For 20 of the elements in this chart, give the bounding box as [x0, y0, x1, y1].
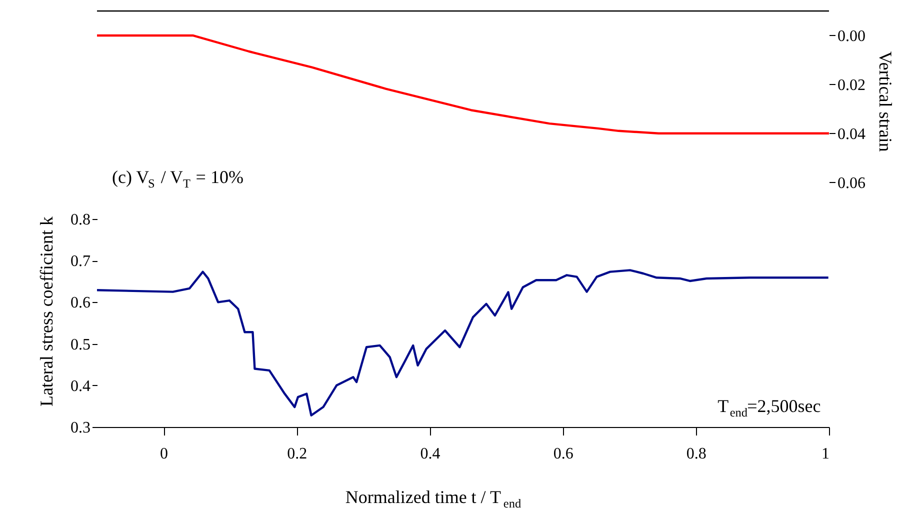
line-series: [96, 34, 830, 134]
line-series: [96, 269, 830, 416]
x-tick-label: 0.6: [553, 446, 574, 462]
y-tick-label: 0.6: [70, 294, 90, 312]
y-tick-label: 0.5: [70, 336, 90, 354]
y-axis-title: Lateral stress coefficient k: [36, 216, 56, 407]
y-tick-label: 0.7: [70, 253, 90, 270]
x-tick-label: 0: [160, 446, 168, 462]
x-tick-label: 0.8: [686, 446, 706, 462]
y-tick-label: 0.4: [70, 378, 90, 395]
y-tick-label: 0.8: [70, 212, 90, 228]
y2-tick-label: 0.06: [838, 174, 866, 192]
x-tick-label: 1: [822, 446, 830, 462]
y2-tick-label: 0.04: [838, 126, 866, 143]
x-tick-label: 0.2: [287, 446, 308, 462]
y2-tick-label: 0.02: [838, 76, 866, 94]
x-tick-label: 0.4: [420, 446, 440, 462]
y2-axis-title: Vertical strain: [876, 51, 896, 152]
y2-tick-label: 0.00: [838, 28, 866, 45]
y-tick-label: 0.3: [70, 420, 90, 436]
